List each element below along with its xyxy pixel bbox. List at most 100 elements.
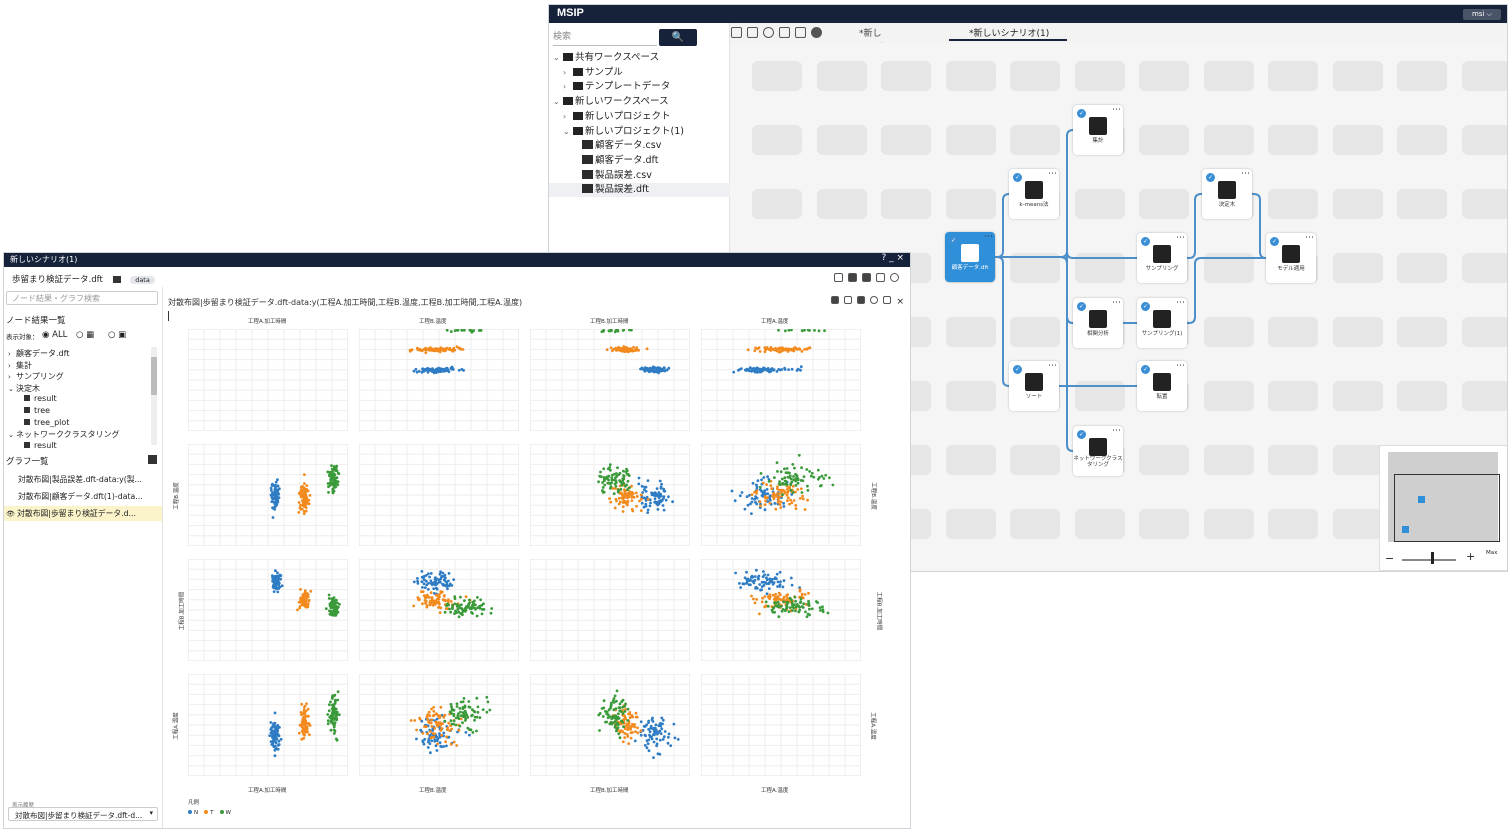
copy-icon[interactable] bbox=[795, 27, 806, 38]
scatter-panel[interactable] bbox=[188, 559, 348, 661]
node-graph-search-input[interactable]: ノード結果・グラフ検索 bbox=[6, 291, 158, 305]
node-menu-icon[interactable]: ⋯ bbox=[1241, 169, 1250, 179]
scatter-panel[interactable] bbox=[188, 674, 348, 776]
user-menu-button[interactable]: msi ⌵ bbox=[1463, 9, 1501, 20]
save-icon[interactable] bbox=[731, 27, 742, 38]
eye-icon[interactable]: 👁 bbox=[6, 510, 18, 518]
node-result-item[interactable]: › 集計 bbox=[8, 360, 32, 371]
scatter-panel[interactable] bbox=[701, 559, 861, 661]
scatter-panel[interactable] bbox=[701, 674, 861, 776]
chart-zoom-icon[interactable] bbox=[870, 296, 879, 304]
search-button[interactable]: 🔍 bbox=[659, 29, 697, 46]
node-menu-icon[interactable]: ⋯ bbox=[1048, 169, 1057, 179]
flow-node-sampling[interactable]: ✓ ⋯ サンプリング bbox=[1137, 233, 1187, 283]
radio-image[interactable]: ○ ▣ bbox=[108, 330, 127, 340]
flow-node-kmeans[interactable]: ✓ ⋯ k-means法 bbox=[1009, 169, 1059, 219]
zoom-in-button[interactable]: + bbox=[1466, 550, 1476, 563]
node-menu-icon[interactable]: ⋯ bbox=[1176, 361, 1185, 371]
chevron-icon[interactable]: › bbox=[563, 111, 567, 121]
node-list-scrollbar[interactable] bbox=[151, 347, 157, 445]
chevron-icon[interactable]: › bbox=[563, 67, 567, 77]
tree-item[interactable]: › 新しいプロジェクト bbox=[549, 110, 671, 124]
node-menu-icon[interactable]: ⋯ bbox=[1112, 426, 1121, 436]
chart-icon[interactable] bbox=[779, 27, 790, 38]
flow-node-transpose[interactable]: ✓ ⋯ 転置 bbox=[1137, 361, 1187, 411]
node-menu-icon[interactable]: ⋯ bbox=[1112, 105, 1121, 115]
scatter-panel[interactable] bbox=[701, 329, 861, 431]
tree-item[interactable]: ⌄ 新しいワークスペース bbox=[549, 95, 669, 109]
node-result-item[interactable]: result bbox=[16, 394, 57, 403]
display-history-select[interactable]: 対散布図|歩留まり検証データ.dft-d... ▾ bbox=[8, 807, 158, 821]
legend-item[interactable]: T bbox=[204, 810, 214, 816]
node-menu-icon[interactable]: ⋯ bbox=[1048, 361, 1057, 371]
node-result-item[interactable]: result bbox=[16, 441, 57, 450]
close-chart-icon[interactable]: × bbox=[896, 297, 904, 307]
node-menu-icon[interactable]: ⋯ bbox=[1305, 233, 1314, 243]
graph-list-item[interactable]: 対散布図|顧客データ.dft(1)-data... bbox=[4, 489, 174, 504]
minimap[interactable]: − + Max bbox=[1379, 445, 1507, 571]
scatter-panel[interactable] bbox=[359, 329, 519, 431]
scatter-panel[interactable] bbox=[359, 559, 519, 661]
flow-node-sampling1[interactable]: ✓ ⋯ サンプリング(1) bbox=[1137, 298, 1187, 348]
flow-node-corr[interactable]: ✓ ⋯ 相関分析 bbox=[1073, 298, 1123, 348]
scatter-panel[interactable] bbox=[530, 329, 690, 431]
flow-canvas[interactable]: ✓ ⋯ 顧客データ.dft ✓ ⋯ k-means法 ✓ ⋯ 集計 ✓ ⋯ サンプリング ✓ ⋯ サンプリン… bbox=[730, 43, 1507, 571]
tree-item[interactable]: › テンプレートデータ bbox=[549, 80, 670, 94]
legend-item[interactable]: W bbox=[219, 810, 231, 816]
workspace-search-input[interactable]: 検索 bbox=[553, 30, 657, 46]
chevron-icon[interactable]: ⌄ bbox=[8, 431, 14, 440]
zoom-slider[interactable] bbox=[1402, 559, 1456, 561]
settings-gear-icon[interactable] bbox=[890, 273, 899, 282]
tree-item[interactable]: ⌄ 新しいプロジェクト(1) bbox=[549, 125, 684, 139]
chevron-icon[interactable]: ⌄ bbox=[553, 97, 560, 107]
graph-list-item[interactable]: 対散布図|製品誤差.dft-data:y(製... bbox=[4, 472, 174, 487]
scatter-panel[interactable] bbox=[530, 444, 690, 546]
layout-rows-icon[interactable] bbox=[848, 273, 857, 282]
flow-node-agg[interactable]: ✓ ⋯ 集計 bbox=[1073, 105, 1123, 155]
flow-node-sort[interactable]: ✓ ⋯ ソート bbox=[1009, 361, 1059, 411]
node-menu-icon[interactable]: ⋯ bbox=[984, 232, 993, 242]
flow-node-network[interactable]: ✓ ⋯ ネットワーククラス タリング bbox=[1073, 426, 1123, 476]
tree-item[interactable]: 製品誤差.csv bbox=[549, 169, 652, 183]
tab-scenario-1[interactable]: *新しいシナリオ(1) × bbox=[949, 27, 1067, 53]
zoom-out-button[interactable]: − bbox=[1385, 552, 1395, 565]
scatter-panel[interactable] bbox=[188, 329, 348, 431]
chevron-icon[interactable]: › bbox=[8, 350, 11, 358]
scatter-panel[interactable] bbox=[188, 444, 348, 546]
radio-table[interactable]: ○ ▦ bbox=[76, 330, 95, 340]
save-as-icon[interactable] bbox=[747, 27, 758, 38]
chevron-icon[interactable]: ⌄ bbox=[8, 384, 14, 393]
scatter-panel[interactable] bbox=[530, 674, 690, 776]
tree-item[interactable]: › サンプル bbox=[549, 66, 623, 80]
node-menu-icon[interactable]: ⋯ bbox=[1176, 233, 1185, 243]
chevron-icon[interactable]: ⌄ bbox=[553, 53, 560, 62]
zoom-slider-handle[interactable] bbox=[1431, 552, 1434, 564]
scatter-panel[interactable] bbox=[359, 674, 519, 776]
tree-item[interactable]: 顧客データ.dft bbox=[549, 154, 658, 168]
tab-scenario[interactable]: *新しいシナリオ × bbox=[859, 27, 887, 81]
legend-item[interactable]: N bbox=[188, 810, 198, 816]
chart-bar-icon[interactable] bbox=[831, 296, 840, 304]
dataset-tab[interactable]: 歩留まり検証データ.dft data bbox=[12, 273, 155, 285]
node-result-item[interactable]: tree bbox=[16, 406, 50, 415]
node-result-item[interactable]: › 顧客データ.dft bbox=[8, 348, 69, 359]
node-result-item[interactable]: ⌄ 決定木 bbox=[8, 383, 40, 394]
node-result-item[interactable]: tree_plot bbox=[16, 418, 69, 427]
scatter-panel[interactable] bbox=[359, 444, 519, 546]
layout-single-icon[interactable] bbox=[834, 273, 843, 282]
chevron-icon[interactable]: ⌄ bbox=[563, 126, 570, 136]
window-controls[interactable]: ? _ × bbox=[881, 253, 904, 263]
node-menu-icon[interactable]: ⋯ bbox=[1112, 298, 1121, 308]
layout-grid-icon[interactable] bbox=[876, 273, 885, 282]
scatter-panel[interactable] bbox=[701, 444, 861, 546]
chart-cols-icon[interactable] bbox=[857, 296, 866, 304]
minimap-viewport[interactable] bbox=[1394, 474, 1500, 542]
flow-node-model[interactable]: ✓ ⋯ モデル適用 bbox=[1266, 233, 1316, 283]
flow-node-dtree[interactable]: ✓ ⋯ 決定木 bbox=[1202, 169, 1252, 219]
layout-cols-icon[interactable] bbox=[862, 273, 871, 282]
help-icon[interactable] bbox=[811, 27, 822, 38]
radio-all[interactable]: ◉ ALL bbox=[42, 330, 68, 340]
tree-item[interactable]: 顧客データ.csv bbox=[549, 139, 661, 153]
flow-node-data[interactable]: ✓ ⋯ 顧客データ.dft bbox=[945, 232, 995, 282]
download-icon[interactable] bbox=[883, 296, 892, 304]
